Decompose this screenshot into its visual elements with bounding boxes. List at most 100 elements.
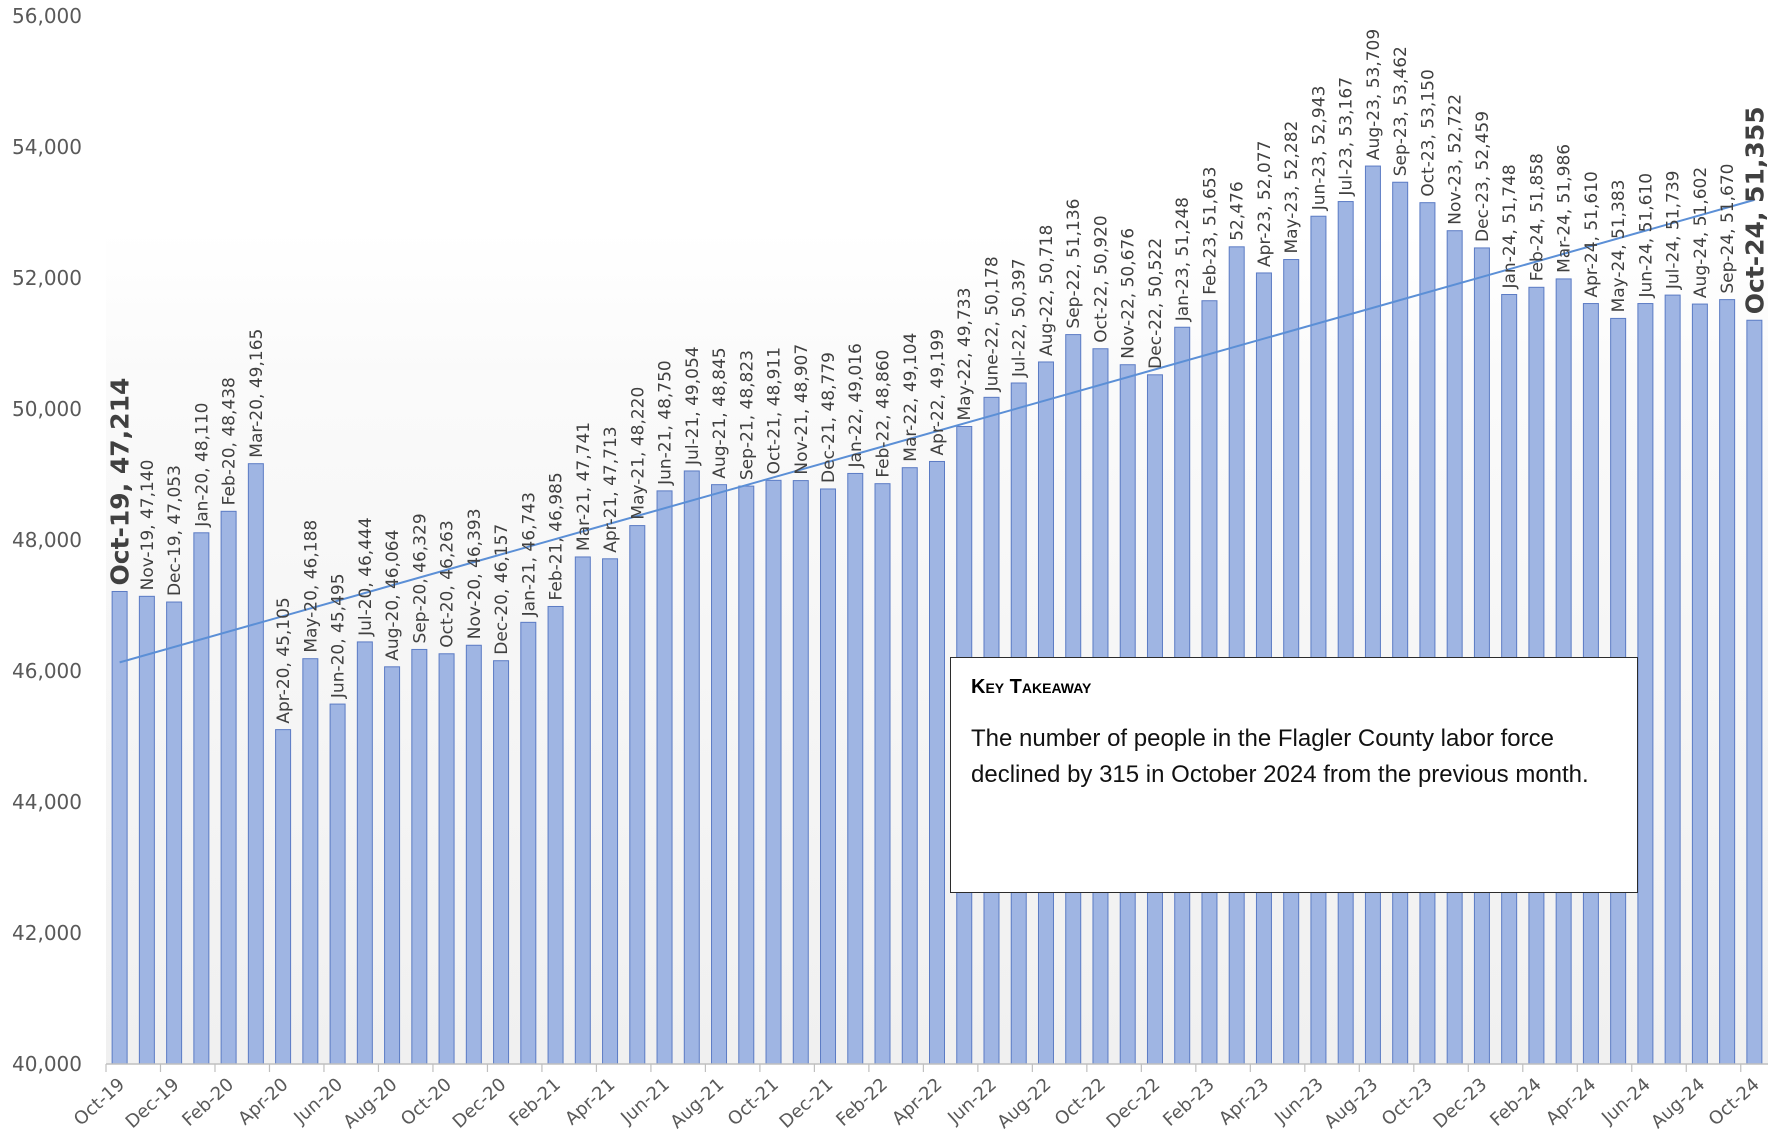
takeaway-text: The number of people in the Flagler Coun… <box>971 725 1589 788</box>
bar <box>1473 247 1490 1065</box>
data-label: Jun-23, 52,943 <box>1309 86 1329 212</box>
data-label: Jan-23, 51,248 <box>1173 197 1193 322</box>
data-label: Jan-21, 46,743 <box>519 492 539 617</box>
data-label: Jul-21, 49,054 <box>683 346 703 466</box>
x-tick-label: Dec-22 <box>1103 1074 1165 1133</box>
y-tick-label: 46,000 <box>12 659 82 683</box>
x-tick-label: Feb-22 <box>832 1074 892 1131</box>
bar <box>901 467 918 1065</box>
data-label: Jun-24, 51,610 <box>1636 173 1656 299</box>
bar <box>1691 303 1708 1065</box>
bar <box>874 483 891 1065</box>
data-label: Jan-20, 48,110 <box>192 403 212 528</box>
data-label: Feb-23, 51,653 <box>1200 167 1220 295</box>
x-tick-label: Dec-19 <box>122 1074 184 1133</box>
bar <box>193 532 210 1065</box>
bar <box>738 485 755 1065</box>
bar <box>493 660 510 1065</box>
x-tick-label: Feb-23 <box>1159 1074 1219 1131</box>
x-tick-label: Apr-23 <box>1215 1074 1273 1129</box>
data-label: Mar-20, 49,165 <box>247 329 267 458</box>
data-label: Jan-24, 51,748 <box>1500 164 1520 289</box>
data-label: Dec-21, 48,779 <box>819 352 839 483</box>
data-label: Jul-22, 50,397 <box>1010 258 1030 378</box>
data-label: Aug-23, 53,709 <box>1364 29 1384 160</box>
data-label: Sep-21, 48,823 <box>737 350 757 480</box>
bar <box>1228 246 1245 1065</box>
data-label: June-22, 50,178 <box>982 256 1002 392</box>
bar <box>302 658 319 1065</box>
x-tick-label: Oct-20 <box>397 1074 456 1130</box>
data-label: Oct-23, 53,150 <box>1418 69 1438 196</box>
bar <box>629 525 646 1065</box>
data-label: Feb-24, 51,858 <box>1527 153 1547 281</box>
data-label: Oct-21, 48,911 <box>765 347 785 474</box>
bar <box>1746 319 1763 1065</box>
x-tick-label: Feb-24 <box>1486 1074 1546 1131</box>
data-label: Jul-20, 46,444 <box>356 517 376 637</box>
data-label: Jun-20, 45,495 <box>329 573 349 699</box>
bar <box>1664 294 1681 1065</box>
data-label: Mar-21, 47,741 <box>574 422 594 551</box>
data-label: May-23, 52,282 <box>1282 121 1302 254</box>
data-label: Nov-22, 50,676 <box>1119 228 1139 359</box>
data-label: Sep-23, 53,462 <box>1391 46 1411 176</box>
bar <box>1446 230 1463 1065</box>
bar <box>792 480 809 1065</box>
data-label: Apr-24, 51,610 <box>1582 171 1602 297</box>
data-label: Apr-21, 47,713 <box>601 426 621 552</box>
bar <box>520 621 537 1065</box>
bar <box>1719 299 1736 1065</box>
bar <box>384 666 401 1065</box>
bar <box>547 605 564 1065</box>
data-label: Aug-20, 46,064 <box>383 530 403 661</box>
data-label: Dec-22, 50,522 <box>1146 238 1166 369</box>
x-tick-label: Jun-23 <box>1270 1074 1328 1129</box>
data-label: Mar-24, 51,986 <box>1555 144 1575 273</box>
bar <box>574 556 591 1065</box>
data-label: Apr-23, 52,077 <box>1255 141 1275 267</box>
data-label: Nov-23, 52,722 <box>1446 94 1466 225</box>
bar <box>820 488 837 1065</box>
bar <box>465 644 482 1065</box>
bar <box>1637 303 1654 1065</box>
bar <box>220 510 237 1065</box>
x-tick-label: Oct-22 <box>1051 1074 1110 1130</box>
x-tick-label: Dec-20 <box>449 1074 511 1133</box>
x-tick-label: Apr-22 <box>888 1074 946 1129</box>
key-takeaway-box: Key Takeaway The number of people in the… <box>950 657 1638 893</box>
data-label: Feb-20, 48,438 <box>220 377 240 505</box>
x-tick-label: Aug-22 <box>993 1074 1055 1133</box>
data-label: Aug-22, 50,718 <box>1037 225 1057 356</box>
bar <box>765 479 782 1065</box>
bar <box>711 484 728 1065</box>
data-label: Feb-21, 46,985 <box>547 472 567 600</box>
x-tick-label: Jun-20 <box>289 1074 347 1129</box>
x-tick-label: Aug-21 <box>666 1074 728 1133</box>
data-label: May-20, 46,188 <box>301 520 321 653</box>
x-tick-label: Oct-23 <box>1378 1074 1437 1130</box>
data-label: 52,476 <box>1228 181 1248 240</box>
x-tick-label: Feb-21 <box>505 1074 565 1131</box>
linear-trendline <box>119 198 1755 664</box>
takeaway-title: Key Takeaway <box>971 676 1092 698</box>
y-tick-label: 48,000 <box>12 528 82 552</box>
bar <box>356 641 373 1065</box>
x-tick-label: Apr-24 <box>1542 1074 1600 1129</box>
bar <box>1337 201 1354 1065</box>
data-label: Oct-19, 47,214 <box>106 378 135 586</box>
data-label: Dec-19, 47,053 <box>165 465 185 596</box>
x-tick-label: Aug-23 <box>1320 1074 1382 1133</box>
x-tick-label: Oct-21 <box>724 1074 783 1130</box>
data-label: Oct-24, 51,355 <box>1740 106 1769 314</box>
bar <box>1364 165 1381 1065</box>
x-tick-label: Feb-20 <box>178 1074 238 1131</box>
y-tick-label: 56,000 <box>12 4 82 28</box>
x-tick-label: Aug-24 <box>1647 1074 1709 1133</box>
x-tick-label: Dec-23 <box>1429 1074 1491 1133</box>
data-label: Nov-20, 46,393 <box>465 508 485 639</box>
data-label: Dec-23, 52,459 <box>1473 111 1493 242</box>
bar <box>138 595 155 1065</box>
data-label: May-21, 48,220 <box>628 387 648 520</box>
